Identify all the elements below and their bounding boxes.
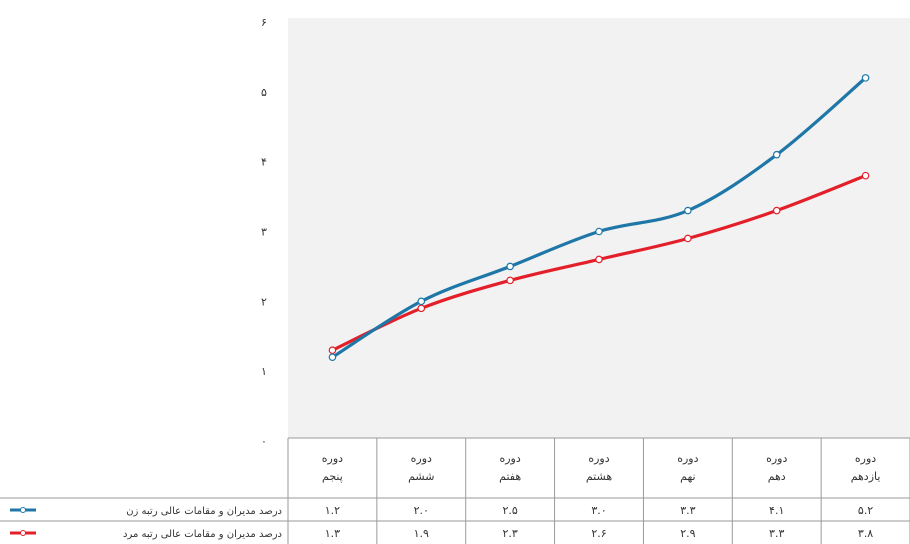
category-label: دوره bbox=[677, 452, 698, 465]
data-point-0-2 bbox=[506, 262, 514, 271]
y-tick-label: ۳ bbox=[261, 226, 267, 239]
data-point-0-0 bbox=[328, 353, 337, 362]
data-point-0-3 bbox=[595, 227, 603, 236]
data-point-1-6 bbox=[861, 171, 870, 180]
data-label-1-4: ۲.۹ bbox=[680, 527, 695, 540]
y-tick-label: ۵ bbox=[261, 86, 267, 99]
data-label-0-5: ۴.۱ bbox=[769, 504, 784, 517]
data-point-1-4 bbox=[684, 234, 692, 243]
y-tick-label: ۰ bbox=[261, 435, 267, 448]
y-tick-label: ۶ bbox=[261, 16, 267, 29]
y-tick-label: ۱ bbox=[261, 365, 267, 378]
legend-key-marker-1 bbox=[20, 530, 26, 536]
y-tick-label: ۲ bbox=[261, 295, 267, 308]
category-label: هشتم bbox=[586, 470, 612, 483]
data-label-1-5: ۳.۳ bbox=[769, 527, 784, 540]
y-tick-label: ۴ bbox=[261, 156, 267, 169]
data-label-0-0: ۱.۲ bbox=[325, 504, 340, 517]
category-label: دوره bbox=[411, 452, 432, 465]
data-point-0-5 bbox=[772, 150, 781, 159]
data-point-0-1 bbox=[417, 297, 426, 306]
data-point-0-4 bbox=[684, 206, 692, 215]
data-label-1-1: ۱.۹ bbox=[414, 527, 429, 540]
category-label: ششم bbox=[408, 470, 434, 483]
category-label: دوره bbox=[766, 452, 787, 465]
legend-label-1: درصد مدیران و مقامات عالی رتبه مرد bbox=[123, 529, 282, 540]
data-point-1-0 bbox=[328, 346, 337, 355]
data-point-0-6 bbox=[861, 74, 870, 82]
data-point-1-1 bbox=[417, 304, 426, 313]
category-label: هفتم bbox=[499, 470, 521, 483]
data-label-0-2: ۲.۵ bbox=[502, 504, 517, 517]
data-label-1-6: ۳.۸ bbox=[858, 527, 873, 540]
data-label-1-3: ۲.۶ bbox=[591, 527, 606, 540]
data-point-1-3 bbox=[595, 255, 603, 264]
data-label-0-1: ۲.۰ bbox=[414, 504, 429, 517]
category-label: دوره bbox=[499, 452, 520, 465]
data-table: دوره پنجم دوره ششم دوره هفتم دوره هشتم دوره نهم دو… bbox=[0, 437, 910, 544]
data-point-1-5 bbox=[772, 206, 781, 215]
data-label-0-3: ۳.۰ bbox=[591, 504, 606, 517]
category-label: نهم bbox=[680, 470, 695, 483]
category-label: یازدهم bbox=[851, 470, 881, 483]
data-label-1-0: ۱.۳ bbox=[325, 527, 340, 540]
category-label: دوره bbox=[322, 452, 343, 465]
legend-key-marker-0 bbox=[20, 507, 26, 513]
category-label: دوره bbox=[588, 452, 609, 465]
category-label: دوره bbox=[855, 452, 876, 465]
data-point-1-2 bbox=[506, 276, 514, 285]
data-label-1-2: ۲.۳ bbox=[502, 527, 517, 540]
data-label-0-4: ۳.۳ bbox=[680, 504, 695, 517]
category-label: دهم bbox=[768, 470, 786, 483]
category-label: پنجم bbox=[322, 470, 343, 483]
y-axis: ۰ ۱ ۲ ۳ ۴ ۵ ۶ bbox=[261, 16, 267, 448]
data-label-0-6: ۵.۲ bbox=[858, 504, 873, 517]
legend-label-0: درصد مدیران و مقامات عالی رتبه زن bbox=[126, 506, 282, 517]
series-lines bbox=[328, 74, 870, 362]
